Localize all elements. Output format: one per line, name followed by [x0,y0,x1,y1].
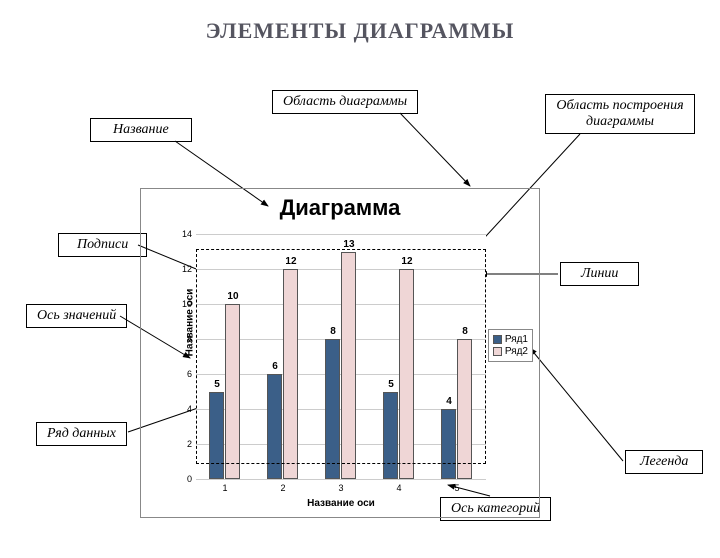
slide-title: ЭЛЕМЕНТЫ ДИАГРАММЫ [0,18,720,44]
legend-item: Ряд1 [493,334,528,345]
callout-data-labels: Подписи [58,233,147,257]
gridline [196,479,486,480]
callout-plot-area: Область построения диаграммы [545,94,695,134]
x-tick: 3 [338,483,343,493]
callout-gridlines: Линии [560,262,639,286]
callout-value-axis: Ось значений [26,304,127,328]
callout-legend: Легенда [625,450,703,474]
legend-item: Ряд2 [493,346,528,357]
plot-area-frame [196,249,486,464]
y-tick: 4 [178,404,192,414]
legend-swatch [493,335,502,344]
legend-swatch [493,347,502,356]
y-tick: 12 [178,264,192,274]
x-tick: 2 [280,483,285,493]
x-tick: 1 [222,483,227,493]
y-tick: 8 [178,334,192,344]
x-axis-label: Название оси [196,498,486,509]
gridline [196,234,486,235]
chart-area: Диаграмма Название оси Название оси 0246… [140,188,540,518]
legend-label: Ряд2 [505,346,528,357]
y-tick: 0 [178,474,192,484]
callout-title: Название [90,118,192,142]
callout-data-series: Ряд данных [36,422,127,446]
legend-label: Ряд1 [505,334,528,345]
data-label: 13 [343,239,354,250]
y-tick: 10 [178,299,192,309]
callout-chart-area: Область диаграммы [272,90,418,114]
y-tick: 14 [178,229,192,239]
legend: Ряд1Ряд2 [488,329,533,362]
chart-title: Диаграмма [141,195,539,221]
y-tick: 6 [178,369,192,379]
x-tick: 5 [454,483,459,493]
x-tick: 4 [396,483,401,493]
y-tick: 2 [178,439,192,449]
